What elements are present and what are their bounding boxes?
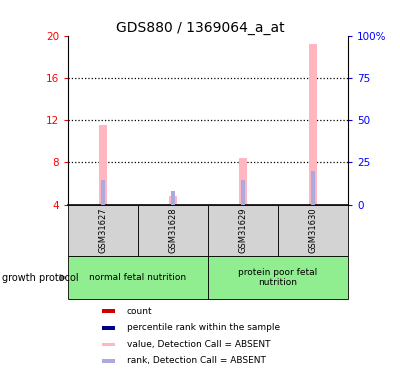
Bar xyxy=(101,180,105,204)
Text: GSM31627: GSM31627 xyxy=(98,207,108,253)
Bar xyxy=(208,256,348,299)
Text: normal fetal nutrition: normal fetal nutrition xyxy=(90,273,186,282)
Bar xyxy=(99,125,107,204)
Bar xyxy=(102,326,116,330)
Text: value, Detection Call = ABSENT: value, Detection Call = ABSENT xyxy=(127,340,270,349)
Bar xyxy=(102,359,116,363)
Bar xyxy=(309,44,317,204)
Bar xyxy=(102,309,116,313)
Text: GSM31629: GSM31629 xyxy=(238,207,248,253)
Text: percentile rank within the sample: percentile rank within the sample xyxy=(127,323,280,332)
Bar xyxy=(68,256,208,299)
Bar xyxy=(68,204,138,256)
Text: protein poor fetal
nutrition: protein poor fetal nutrition xyxy=(238,268,318,287)
Bar xyxy=(102,343,116,346)
Bar xyxy=(171,191,175,204)
Bar xyxy=(208,204,278,256)
Text: GSM31628: GSM31628 xyxy=(168,207,178,253)
Bar xyxy=(311,171,315,204)
Text: count: count xyxy=(127,307,152,316)
Bar xyxy=(138,204,208,256)
Text: GDS880 / 1369064_a_at: GDS880 / 1369064_a_at xyxy=(116,21,284,34)
Bar xyxy=(169,196,177,204)
Text: rank, Detection Call = ABSENT: rank, Detection Call = ABSENT xyxy=(127,357,266,366)
Bar xyxy=(241,180,245,204)
Bar xyxy=(239,158,247,204)
Text: GSM31630: GSM31630 xyxy=(308,207,318,253)
Text: growth protocol: growth protocol xyxy=(2,273,79,282)
Bar xyxy=(278,204,348,256)
